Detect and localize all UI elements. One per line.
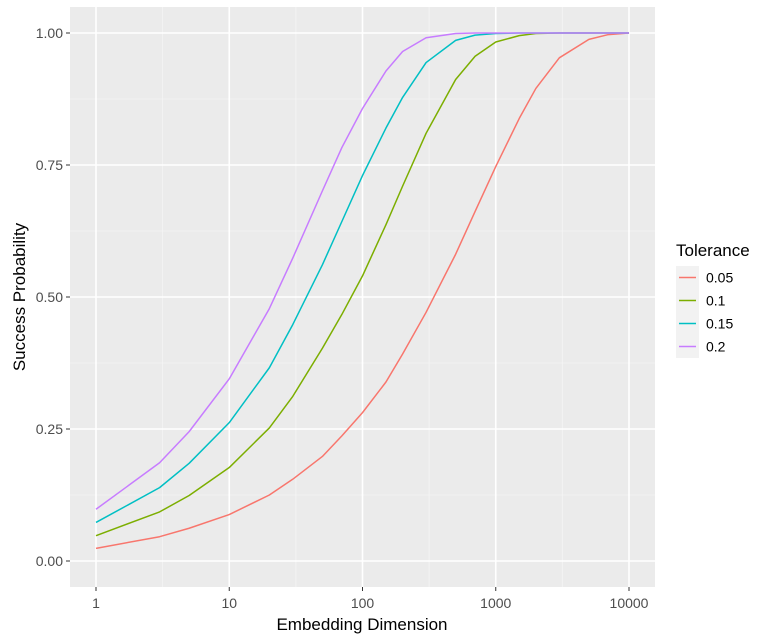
x-tick-label: 10000 [610, 595, 649, 611]
x-axis-title: Embedding Dimension [276, 615, 447, 634]
x-tick-label: 1 [92, 595, 100, 611]
series-lines [95, 32, 630, 550]
x-tick-label: 1000 [480, 595, 511, 611]
y-tick-label: 0.75 [36, 157, 63, 173]
x-axis: 1 10 100 1000 10000 [92, 587, 649, 611]
y-tick-label: 0.50 [36, 289, 63, 305]
legend-label: 0.15 [706, 316, 733, 332]
x-tick-label: 100 [351, 595, 375, 611]
series-line-0-2 [95, 32, 629, 510]
legend-label: 0.1 [706, 293, 726, 309]
legend-label: 0.05 [706, 270, 733, 286]
legend-title: Tolerance [676, 241, 750, 260]
y-tick-label: 1.00 [36, 25, 63, 41]
major-gridlines [70, 7, 655, 587]
y-tick-label: 0.00 [36, 553, 63, 569]
series-line-0-05 [95, 32, 630, 550]
y-axis-title: Success Probability [10, 222, 29, 371]
y-axis: 0.00 0.25 0.50 0.75 1.00 [36, 25, 70, 569]
y-tick-label: 0.25 [36, 421, 63, 437]
legend-label: 0.2 [706, 339, 726, 355]
legend: Tolerance 0.05 0.1 0.15 0.2 [676, 241, 750, 358]
x-tick-label: 10 [221, 595, 237, 611]
